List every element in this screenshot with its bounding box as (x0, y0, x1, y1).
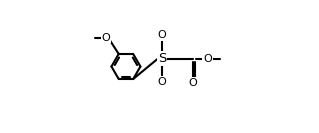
Text: O: O (158, 77, 167, 87)
Text: O: O (203, 54, 212, 64)
Text: O: O (189, 78, 197, 88)
Text: O: O (158, 30, 167, 40)
Text: S: S (158, 52, 166, 65)
Text: O: O (102, 33, 111, 43)
